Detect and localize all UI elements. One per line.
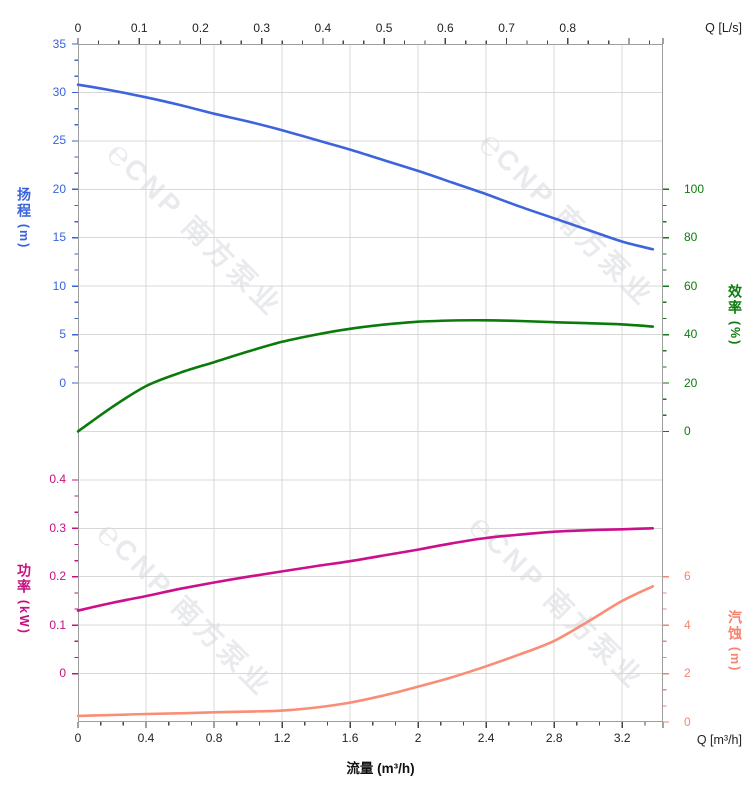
tick-label: 30 — [52, 84, 66, 99]
curve-head_m — [76, 83, 655, 251]
tick-label: 2.4 — [477, 731, 495, 745]
tick-label: 0.7 — [498, 21, 515, 35]
npsh-axis-title: 汽蚀 (m) — [727, 610, 743, 673]
tick-label: 0.3 — [253, 21, 270, 35]
tick-label: 1.6 — [341, 731, 359, 745]
tick-label: 0.4 — [314, 21, 332, 35]
tick-label: 6 — [684, 569, 691, 584]
tick-label: 0.1 — [49, 617, 66, 632]
tick-label: 0 — [59, 666, 66, 681]
tick-label: 80 — [684, 230, 698, 245]
top-axis-unit-label: Q [L/s] — [705, 21, 742, 35]
tick-label: 1.2 — [273, 731, 291, 745]
tick-label: 10 — [52, 278, 66, 293]
tick-label: 40 — [684, 327, 698, 342]
tick-label: 0.8 — [559, 21, 577, 35]
power-axis-title: 功率 (kW) — [16, 563, 32, 635]
tick-label: 60 — [684, 278, 698, 293]
tick-label: 20 — [684, 375, 698, 390]
tick-label: 15 — [52, 230, 66, 245]
tick-label: 0.4 — [137, 731, 155, 745]
tick-label: 4 — [684, 617, 691, 632]
tick-label: 0 — [684, 714, 691, 729]
tick-label: 2 — [414, 731, 422, 745]
tick-label: 0.3 — [49, 520, 66, 535]
efficiency-axis-title: 效率 (%) — [727, 284, 743, 347]
curve-efficiency_pct — [76, 318, 655, 433]
tick-label: 5 — [59, 327, 66, 342]
tick-label: 0 — [74, 731, 82, 745]
tick-label: 0.2 — [192, 21, 209, 35]
flow-axis-title: 流量 (m³/h) — [346, 761, 415, 776]
bottom-axis-unit-label: Q [m³/h] — [696, 733, 742, 747]
tick-label: 3.2 — [613, 731, 631, 745]
tick-label: 35 — [52, 36, 66, 51]
tick-label: 2.8 — [545, 731, 563, 745]
curve-npsh_m — [76, 585, 655, 718]
tick-label: 0 — [59, 375, 66, 390]
head-axis-title: 扬程 (m) — [16, 187, 32, 250]
tick-label: 0.1 — [130, 21, 148, 35]
tick-label: 25 — [52, 133, 66, 148]
tick-label: 2 — [684, 666, 691, 681]
tick-label: 0.6 — [436, 21, 454, 35]
tick-label: 0 — [684, 423, 691, 438]
tick-label: 0 — [74, 21, 82, 35]
tick-label: 0.2 — [49, 569, 66, 584]
plot-canvas — [72, 38, 669, 728]
curve-power_kW — [76, 527, 655, 612]
tick-label: 0.8 — [205, 731, 223, 745]
tick-label: 100 — [684, 181, 705, 196]
tick-label: 20 — [52, 181, 66, 196]
tick-label: 0.4 — [49, 472, 66, 487]
tick-label: 0.5 — [375, 21, 393, 35]
